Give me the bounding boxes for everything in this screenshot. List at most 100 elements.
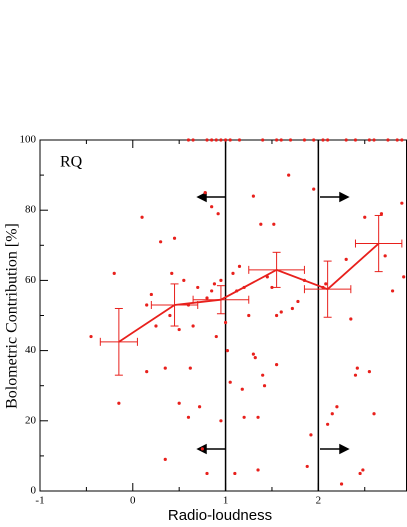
point <box>240 387 244 391</box>
point <box>279 310 283 314</box>
point <box>367 138 371 142</box>
point <box>216 212 220 216</box>
annotation: RQ <box>60 154 83 171</box>
point <box>196 285 200 290</box>
point <box>349 317 353 321</box>
point <box>344 138 348 142</box>
point <box>305 464 309 469</box>
point <box>191 138 195 142</box>
point <box>223 320 228 325</box>
point <box>253 356 257 360</box>
point <box>256 468 260 472</box>
point <box>214 334 218 339</box>
point <box>335 405 339 409</box>
y-tick-label: 100 <box>20 134 37 146</box>
x-tick-label: -1 <box>35 495 44 507</box>
point <box>182 278 186 282</box>
point <box>228 138 232 142</box>
y-axis-label: Bolometric Contribution [%] <box>4 223 21 409</box>
point <box>402 275 406 279</box>
point <box>272 222 276 226</box>
arrows <box>196 191 350 455</box>
mean-line <box>118 242 380 343</box>
point <box>203 191 207 195</box>
point <box>145 370 149 374</box>
point <box>247 313 251 318</box>
point <box>112 271 116 275</box>
point <box>200 447 204 451</box>
x-tick-label: 0 <box>130 495 136 507</box>
y-tick-label: 60 <box>25 274 37 286</box>
point <box>302 138 307 142</box>
point <box>395 138 399 142</box>
point <box>149 292 153 297</box>
point <box>275 138 279 142</box>
point <box>237 264 242 268</box>
point <box>361 468 365 472</box>
point <box>312 138 316 142</box>
point <box>214 138 218 142</box>
point <box>256 415 260 419</box>
point <box>330 412 334 416</box>
point <box>321 138 325 142</box>
point <box>326 138 330 142</box>
x-tick-label: 1 <box>223 495 229 507</box>
point <box>275 363 279 367</box>
point <box>251 194 256 198</box>
point <box>326 422 330 426</box>
point <box>262 384 267 388</box>
point <box>270 285 274 290</box>
point <box>251 352 256 356</box>
point <box>225 349 230 353</box>
point <box>163 457 167 462</box>
point <box>287 173 291 177</box>
point <box>372 138 376 142</box>
point <box>197 405 202 409</box>
point <box>353 138 358 142</box>
point <box>210 205 214 209</box>
point <box>177 327 181 332</box>
y-tick-label: 0 <box>31 485 37 497</box>
point <box>290 306 294 311</box>
point <box>117 401 121 405</box>
point <box>205 296 209 300</box>
point <box>170 271 174 275</box>
point <box>309 433 313 437</box>
point <box>188 366 192 370</box>
point <box>212 282 217 286</box>
point <box>242 415 246 419</box>
y-tick-label: 40 <box>25 344 37 356</box>
point <box>228 380 232 384</box>
point <box>210 138 214 142</box>
point <box>379 212 384 216</box>
point <box>89 334 93 339</box>
point <box>312 187 316 191</box>
point <box>386 138 390 142</box>
point <box>191 324 195 328</box>
point <box>363 215 367 219</box>
point <box>400 201 404 205</box>
point <box>154 324 158 328</box>
point <box>210 289 214 293</box>
point <box>275 313 279 318</box>
point <box>339 482 344 486</box>
y-tick-label: 20 <box>25 414 37 426</box>
point <box>344 257 348 261</box>
point <box>168 313 172 318</box>
point <box>261 138 265 142</box>
point <box>324 282 328 286</box>
point <box>279 138 283 142</box>
x-tick-label: 2 <box>316 495 322 507</box>
point <box>177 401 181 405</box>
point <box>400 138 404 142</box>
point <box>288 138 293 142</box>
x-axis-label: Radio-loudness <box>168 507 272 524</box>
plot-frame <box>39 139 407 492</box>
point <box>140 215 144 219</box>
point <box>358 471 362 476</box>
point <box>353 373 358 377</box>
point <box>219 278 223 282</box>
point <box>145 303 149 307</box>
point <box>231 271 235 275</box>
